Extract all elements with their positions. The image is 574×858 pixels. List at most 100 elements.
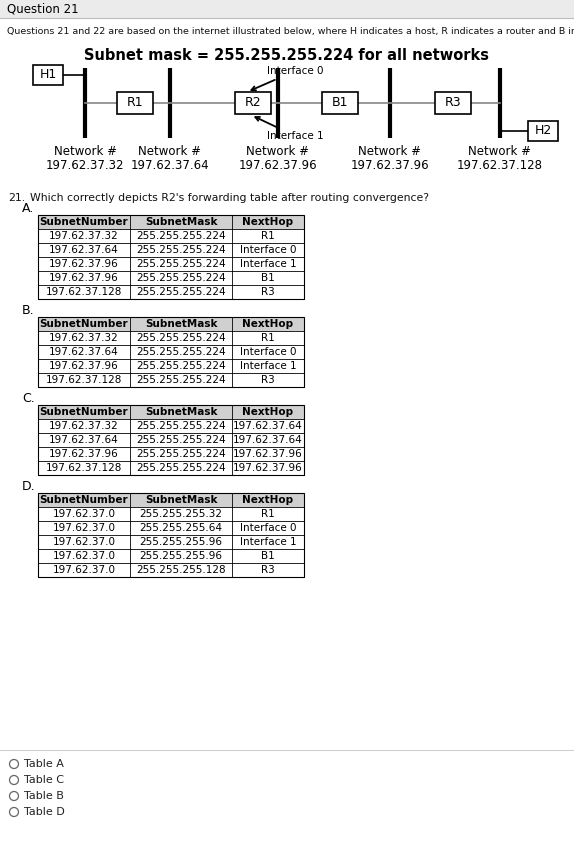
- Text: 197.62.37.0: 197.62.37.0: [52, 565, 115, 575]
- Text: 255.255.255.224: 255.255.255.224: [136, 333, 226, 343]
- Text: 197.62.37.32: 197.62.37.32: [49, 333, 119, 343]
- Text: NextHop: NextHop: [242, 319, 293, 329]
- Text: Network #: Network #: [246, 145, 309, 158]
- Bar: [38, 493, 304, 577]
- Text: 197.62.37.32: 197.62.37.32: [46, 159, 124, 172]
- Bar: [38, 317, 304, 331]
- Bar: [38, 493, 304, 577]
- Text: SubnetMask: SubnetMask: [145, 217, 217, 227]
- Text: 255.255.255.224: 255.255.255.224: [136, 347, 226, 357]
- Text: 255.255.255.224: 255.255.255.224: [136, 259, 226, 269]
- Text: SubnetNumber: SubnetNumber: [40, 319, 129, 329]
- Text: 255.255.255.96: 255.255.255.96: [139, 537, 223, 547]
- Text: Interface 1: Interface 1: [240, 259, 296, 269]
- Bar: [117, 92, 153, 114]
- Text: 197.62.37.0: 197.62.37.0: [52, 523, 115, 533]
- Text: 197.62.37.64: 197.62.37.64: [233, 421, 303, 431]
- Text: B1: B1: [261, 273, 275, 283]
- Text: Which correctly depicts R2's forwarding table after routing convergence?: Which correctly depicts R2's forwarding …: [30, 193, 429, 203]
- Text: Network #: Network #: [138, 145, 201, 158]
- Text: 255.255.255.224: 255.255.255.224: [136, 463, 226, 473]
- Text: Network #: Network #: [359, 145, 421, 158]
- Text: R1: R1: [261, 333, 275, 343]
- Text: SubnetNumber: SubnetNumber: [40, 407, 129, 417]
- Text: 255.255.255.224: 255.255.255.224: [136, 245, 226, 255]
- Bar: [235, 92, 271, 114]
- Text: 197.62.37.128: 197.62.37.128: [46, 287, 122, 297]
- Bar: [38, 215, 304, 229]
- Text: 255.255.255.32: 255.255.255.32: [139, 509, 223, 519]
- Text: 197.62.37.96: 197.62.37.96: [239, 159, 317, 172]
- Text: 255.255.255.224: 255.255.255.224: [136, 375, 226, 385]
- Text: 197.62.37.64: 197.62.37.64: [233, 435, 303, 445]
- Text: R1: R1: [127, 96, 144, 110]
- Text: Network #: Network #: [53, 145, 117, 158]
- Bar: [38, 215, 304, 299]
- Text: 255.255.255.224: 255.255.255.224: [136, 287, 226, 297]
- Text: Interface 1: Interface 1: [255, 117, 324, 141]
- Text: 197.62.37.128: 197.62.37.128: [457, 159, 543, 172]
- Text: 197.62.37.96: 197.62.37.96: [49, 273, 119, 283]
- Bar: [38, 317, 304, 387]
- Text: 197.62.37.96: 197.62.37.96: [49, 259, 119, 269]
- Bar: [322, 92, 358, 114]
- Text: 197.62.37.32: 197.62.37.32: [49, 421, 119, 431]
- Text: SubnetMask: SubnetMask: [145, 495, 217, 505]
- Bar: [38, 405, 304, 419]
- Text: R1: R1: [261, 231, 275, 241]
- Text: 21.: 21.: [8, 193, 25, 203]
- Text: R3: R3: [261, 287, 275, 297]
- Text: 197.62.37.64: 197.62.37.64: [49, 245, 119, 255]
- Text: Table B: Table B: [24, 791, 64, 801]
- Text: 197.62.37.0: 197.62.37.0: [52, 551, 115, 561]
- Text: SubnetMask: SubnetMask: [145, 407, 217, 417]
- Text: 197.62.37.0: 197.62.37.0: [52, 509, 115, 519]
- Text: Interface 0: Interface 0: [240, 245, 296, 255]
- Text: 255.255.255.64: 255.255.255.64: [139, 523, 223, 533]
- Text: Questions 21 and 22 are based on the internet illustrated below, where H indicat: Questions 21 and 22 are based on the int…: [7, 27, 574, 37]
- Text: R1: R1: [261, 509, 275, 519]
- Bar: [38, 317, 304, 387]
- Text: Table A: Table A: [24, 759, 64, 769]
- Text: Table C: Table C: [24, 775, 64, 785]
- Text: R3: R3: [261, 375, 275, 385]
- Text: Interface 0: Interface 0: [251, 66, 324, 90]
- Text: 197.62.37.96: 197.62.37.96: [351, 159, 429, 172]
- Text: NextHop: NextHop: [242, 217, 293, 227]
- Text: SubnetMask: SubnetMask: [145, 319, 217, 329]
- Text: 255.255.255.224: 255.255.255.224: [136, 449, 226, 459]
- Text: 197.62.37.96: 197.62.37.96: [49, 361, 119, 371]
- Text: 255.255.255.224: 255.255.255.224: [136, 273, 226, 283]
- Text: Network #: Network #: [468, 145, 532, 158]
- Text: 197.62.37.128: 197.62.37.128: [46, 463, 122, 473]
- Text: NextHop: NextHop: [242, 495, 293, 505]
- Text: 197.62.37.64: 197.62.37.64: [131, 159, 210, 172]
- Text: 255.255.255.128: 255.255.255.128: [136, 565, 226, 575]
- Text: B1: B1: [261, 551, 275, 561]
- Text: R3: R3: [261, 565, 275, 575]
- Bar: [435, 92, 471, 114]
- Text: NextHop: NextHop: [242, 407, 293, 417]
- Text: Table D: Table D: [24, 807, 65, 817]
- Text: Interface 0: Interface 0: [240, 347, 296, 357]
- Bar: [38, 215, 304, 299]
- Bar: [0, 0, 574, 18]
- Bar: [38, 405, 304, 475]
- Text: 255.255.255.96: 255.255.255.96: [139, 551, 223, 561]
- Text: Interface 1: Interface 1: [240, 361, 296, 371]
- Text: 197.62.37.64: 197.62.37.64: [49, 435, 119, 445]
- Text: 197.62.37.96: 197.62.37.96: [233, 463, 303, 473]
- Text: 197.62.37.64: 197.62.37.64: [49, 347, 119, 357]
- Text: H2: H2: [534, 124, 552, 137]
- Text: H1: H1: [40, 69, 57, 82]
- Text: R3: R3: [445, 96, 461, 110]
- Text: Subnet mask = 255.255.255.224 for all networks: Subnet mask = 255.255.255.224 for all ne…: [84, 49, 490, 63]
- Text: R2: R2: [245, 96, 261, 110]
- Text: 255.255.255.224: 255.255.255.224: [136, 361, 226, 371]
- Bar: [528, 121, 558, 141]
- Text: SubnetNumber: SubnetNumber: [40, 495, 129, 505]
- Text: SubnetNumber: SubnetNumber: [40, 217, 129, 227]
- Text: 197.62.37.96: 197.62.37.96: [49, 449, 119, 459]
- Bar: [33, 65, 63, 85]
- Text: A.: A.: [22, 202, 34, 214]
